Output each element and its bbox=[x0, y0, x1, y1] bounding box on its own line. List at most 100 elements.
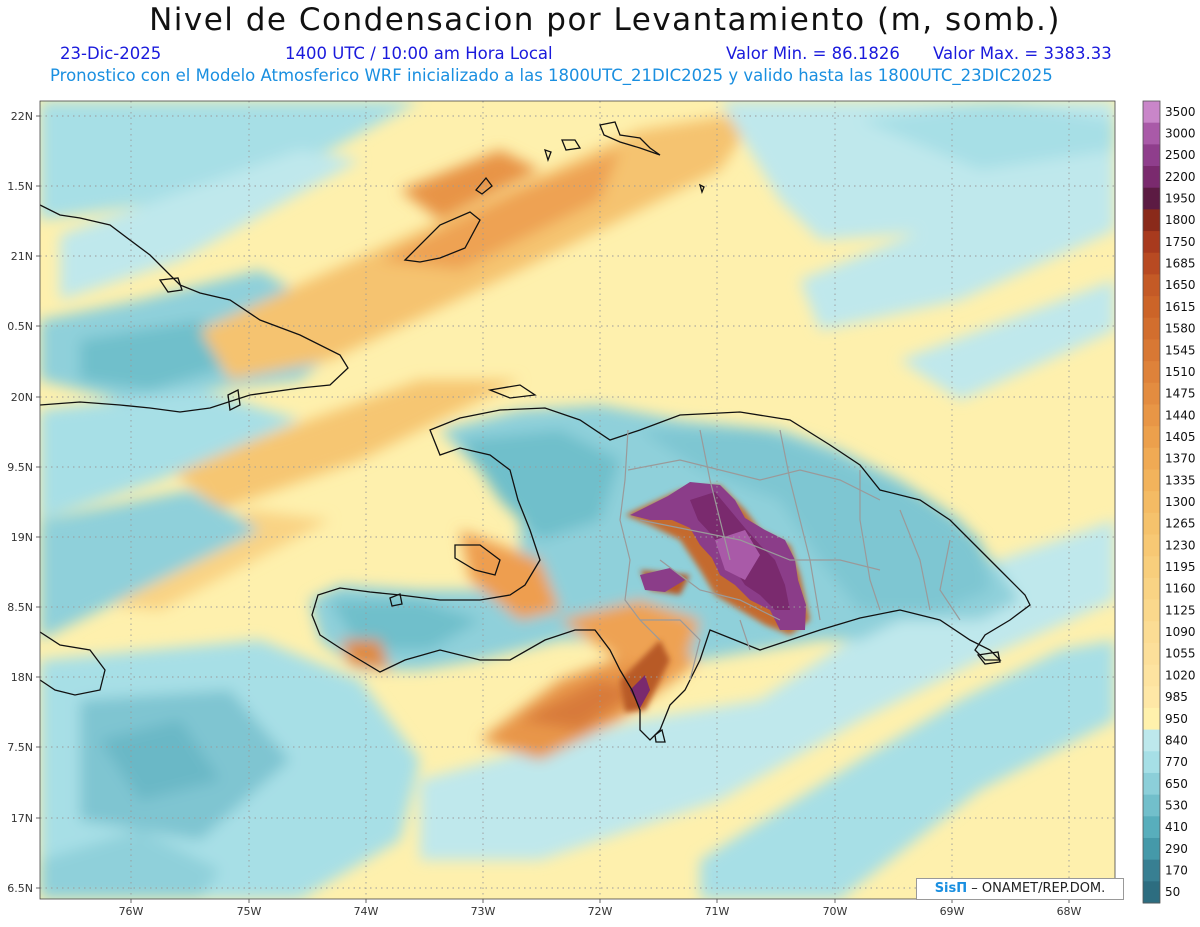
colorbar-swatch bbox=[1143, 361, 1160, 384]
colorbar-label: 1750 bbox=[1165, 235, 1196, 249]
colorbar-label: 1090 bbox=[1165, 625, 1196, 639]
colorbar-label: 1615 bbox=[1165, 300, 1196, 314]
colorbar-swatch bbox=[1143, 187, 1160, 210]
colorbar-label: 2200 bbox=[1165, 170, 1196, 184]
colorbar-swatch bbox=[1143, 642, 1160, 666]
colorbar-swatch bbox=[1143, 404, 1160, 427]
coastlines bbox=[40, 121, 1031, 743]
colorbar-swatch bbox=[1143, 122, 1160, 145]
latitude-label: 7.5N bbox=[7, 741, 33, 754]
latitude-labels: 22N 1.5N 21N 0.5N 20N 9.5N 19N 8.5N 18N 7.5N 17N 6.… bbox=[7, 110, 40, 895]
credit-text: – ONAMET/REP.DOM. bbox=[971, 881, 1106, 896]
colorbar-label: 1950 bbox=[1165, 192, 1196, 206]
colorbar-swatch bbox=[1143, 144, 1160, 167]
colorbar-swatch bbox=[1143, 816, 1160, 839]
colorbar-label: 985 bbox=[1165, 690, 1188, 704]
longitude-labels: 76W 75W 74W 73W 72W 71W 70W 69W 68W bbox=[119, 899, 1082, 918]
colorbar-label: 50 bbox=[1165, 885, 1180, 899]
latitude-label: 1.5N bbox=[7, 180, 33, 193]
colorbar-label: 1800 bbox=[1165, 213, 1196, 227]
colorbar-swatch bbox=[1143, 209, 1160, 232]
colorbar-swatch bbox=[1143, 534, 1160, 557]
colorbar-label: 1475 bbox=[1165, 387, 1196, 401]
longitude-label: 69W bbox=[940, 905, 965, 918]
colorbar-swatch bbox=[1143, 751, 1160, 774]
colorbar: 3500 3000 2500 2200 1950 1800 1750 1685 1650 1615… bbox=[1142, 100, 1196, 904]
colorbar-swatch bbox=[1143, 837, 1160, 861]
colorbar-swatch bbox=[1143, 469, 1160, 492]
forecast-time: 1400 UTC / 10:00 am Hora Local bbox=[285, 44, 553, 63]
sispi-logo: SisΠ bbox=[934, 881, 968, 896]
colorbar-label: 1440 bbox=[1165, 408, 1196, 422]
colorbar-label: 1230 bbox=[1165, 538, 1196, 552]
colorbar-swatch bbox=[1143, 881, 1160, 904]
colorbar-swatch bbox=[1143, 686, 1160, 709]
colorbar-swatch bbox=[1143, 231, 1160, 254]
colorbar-label: 1125 bbox=[1165, 603, 1196, 617]
colorbar-swatch bbox=[1143, 599, 1160, 622]
min-value: Valor Min. = 86.1826 bbox=[726, 44, 900, 63]
colorbar-swatch bbox=[1143, 556, 1160, 579]
map-frame bbox=[39, 100, 1116, 900]
colorbar-swatch bbox=[1143, 772, 1160, 796]
colorbar-swatch bbox=[1143, 317, 1160, 340]
longitude-label: 71W bbox=[705, 905, 730, 918]
longitude-label: 76W bbox=[119, 905, 144, 918]
colorbar-swatch bbox=[1143, 621, 1160, 644]
colorbar-label: 3500 bbox=[1165, 105, 1196, 119]
colorbar-label: 650 bbox=[1165, 777, 1188, 791]
colorbar-label: 530 bbox=[1165, 798, 1188, 812]
colorbar-label: 770 bbox=[1165, 755, 1188, 769]
colorbar-label: 1510 bbox=[1165, 365, 1196, 379]
latitude-label: 6.5N bbox=[7, 882, 33, 895]
colorbar-label: 950 bbox=[1165, 712, 1188, 726]
colorbar-label: 170 bbox=[1165, 863, 1188, 877]
latitude-label: 20N bbox=[11, 391, 33, 404]
colorbar-label: 410 bbox=[1165, 820, 1188, 834]
colorbar-label: 1650 bbox=[1165, 278, 1196, 292]
longitude-label: 72W bbox=[588, 905, 613, 918]
credit-box: SisΠ – ONAMET/REP.DOM. bbox=[916, 878, 1124, 900]
latitude-label: 19N bbox=[11, 531, 33, 544]
colorbar-swatch bbox=[1143, 274, 1160, 297]
colorbar-swatch bbox=[1143, 252, 1160, 275]
latitude-label: 17N bbox=[11, 812, 33, 825]
colorbar-swatch bbox=[1143, 794, 1160, 817]
colorbar-label: 1580 bbox=[1165, 322, 1196, 336]
colorbar-label: 2500 bbox=[1165, 148, 1196, 162]
colorbar-swatch bbox=[1143, 707, 1160, 731]
latitude-label: 18N bbox=[11, 671, 33, 684]
colorbar-label: 1265 bbox=[1165, 517, 1196, 531]
colorbar-swatch bbox=[1143, 577, 1160, 601]
colorbar-label: 1405 bbox=[1165, 430, 1196, 444]
field-shading bbox=[40, 101, 1115, 899]
colorbar-swatch bbox=[1143, 101, 1160, 124]
longitude-label: 74W bbox=[354, 905, 379, 918]
map-title: Nivel de Condensacion por Levantamiento … bbox=[149, 2, 1061, 38]
colorbar-swatch bbox=[1143, 426, 1160, 449]
colorbar-swatch bbox=[1143, 729, 1160, 752]
forecast-date: 23-Dic-2025 bbox=[60, 44, 162, 63]
longitude-label: 73W bbox=[471, 905, 496, 918]
colorbar-swatch bbox=[1143, 382, 1160, 405]
longitude-label: 68W bbox=[1057, 905, 1082, 918]
colorbar-swatch bbox=[1143, 339, 1160, 362]
colorbar-label: 1370 bbox=[1165, 452, 1196, 466]
max-value: Valor Max. = 3383.33 bbox=[933, 44, 1112, 63]
latitude-label: 21N bbox=[11, 250, 33, 263]
colorbar-label: 3000 bbox=[1165, 127, 1196, 141]
colorbar-swatch bbox=[1143, 512, 1160, 536]
colorbar-label: 1545 bbox=[1165, 343, 1196, 357]
longitude-label: 75W bbox=[237, 905, 262, 918]
colorbar-label: 840 bbox=[1165, 733, 1188, 747]
colorbar-label: 1685 bbox=[1165, 257, 1196, 271]
latitude-label: 8.5N bbox=[7, 601, 33, 614]
colorbar-label: 290 bbox=[1165, 842, 1188, 856]
colorbar-swatch bbox=[1143, 166, 1160, 189]
colorbar-swatch bbox=[1143, 296, 1160, 319]
colorbar-label: 1300 bbox=[1165, 495, 1196, 509]
colorbar-label: 1160 bbox=[1165, 582, 1196, 596]
colorbar-swatch bbox=[1143, 447, 1160, 470]
model-info-line: Pronostico con el Modelo Atmosferico WRF… bbox=[50, 66, 1053, 85]
